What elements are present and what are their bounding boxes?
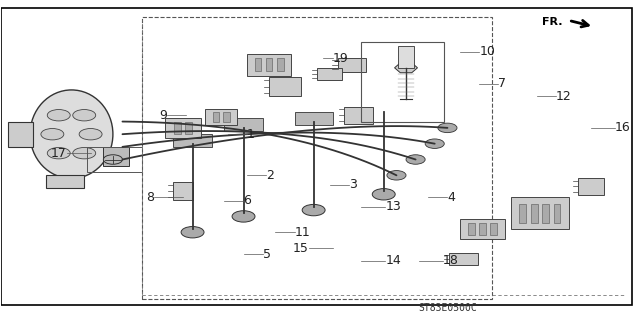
Bar (317, 68, 342, 80)
Text: 16: 16 (614, 121, 630, 134)
Bar (255, 58, 261, 71)
Bar (205, 109, 237, 125)
Polygon shape (394, 63, 417, 73)
Bar (186, 122, 193, 134)
Bar (46, 175, 84, 188)
Text: 13: 13 (385, 200, 401, 213)
Bar (223, 112, 230, 122)
Circle shape (41, 129, 64, 140)
Bar (362, 42, 444, 122)
Text: 2: 2 (266, 169, 274, 182)
Circle shape (406, 155, 425, 164)
Text: 17: 17 (51, 147, 67, 160)
Bar (225, 118, 262, 131)
Text: 3: 3 (349, 178, 356, 191)
Text: 6: 6 (244, 194, 252, 207)
Circle shape (232, 211, 255, 222)
Bar (449, 253, 477, 265)
Bar (277, 58, 284, 71)
Circle shape (387, 171, 406, 180)
Bar (173, 182, 193, 200)
Text: 18: 18 (443, 254, 458, 267)
Bar (294, 112, 333, 125)
Bar (103, 147, 129, 166)
Circle shape (181, 226, 204, 238)
Bar (479, 223, 486, 235)
Text: 1: 1 (246, 128, 255, 141)
Text: 8: 8 (147, 191, 154, 204)
Circle shape (372, 189, 395, 200)
Bar (578, 178, 604, 195)
Circle shape (47, 109, 70, 121)
Bar (531, 204, 538, 223)
Text: 14: 14 (385, 254, 401, 267)
Bar (519, 204, 526, 223)
Circle shape (103, 155, 122, 164)
Bar (337, 57, 366, 72)
Text: ST83E0500C: ST83E0500C (418, 303, 477, 313)
Bar (173, 134, 212, 147)
Bar (88, 147, 141, 172)
Bar (490, 223, 497, 235)
Bar (266, 58, 273, 71)
Bar (398, 46, 413, 68)
Circle shape (73, 147, 96, 159)
Text: 15: 15 (293, 241, 309, 255)
Circle shape (47, 147, 70, 159)
Text: 5: 5 (262, 248, 271, 261)
Bar (344, 107, 372, 124)
Bar (511, 197, 568, 229)
Circle shape (438, 123, 457, 133)
Text: 4: 4 (447, 191, 455, 204)
Bar (141, 17, 492, 299)
Bar (468, 223, 475, 235)
Circle shape (79, 129, 102, 140)
Bar (166, 118, 200, 138)
Text: 19: 19 (333, 52, 349, 65)
Bar (554, 204, 561, 223)
Bar (173, 122, 180, 134)
Circle shape (73, 109, 96, 121)
Text: 11: 11 (294, 226, 310, 239)
Text: 9: 9 (159, 109, 167, 122)
Circle shape (302, 204, 325, 216)
Text: 7: 7 (499, 77, 506, 90)
Circle shape (425, 139, 444, 148)
Text: 10: 10 (479, 46, 495, 58)
Text: FR.: FR. (541, 17, 562, 27)
Bar (542, 204, 549, 223)
Bar (460, 219, 505, 239)
Ellipse shape (30, 90, 113, 178)
Bar (246, 54, 291, 76)
Bar (269, 77, 301, 96)
Bar (8, 122, 33, 147)
Text: 12: 12 (556, 90, 572, 103)
Bar (212, 112, 219, 122)
